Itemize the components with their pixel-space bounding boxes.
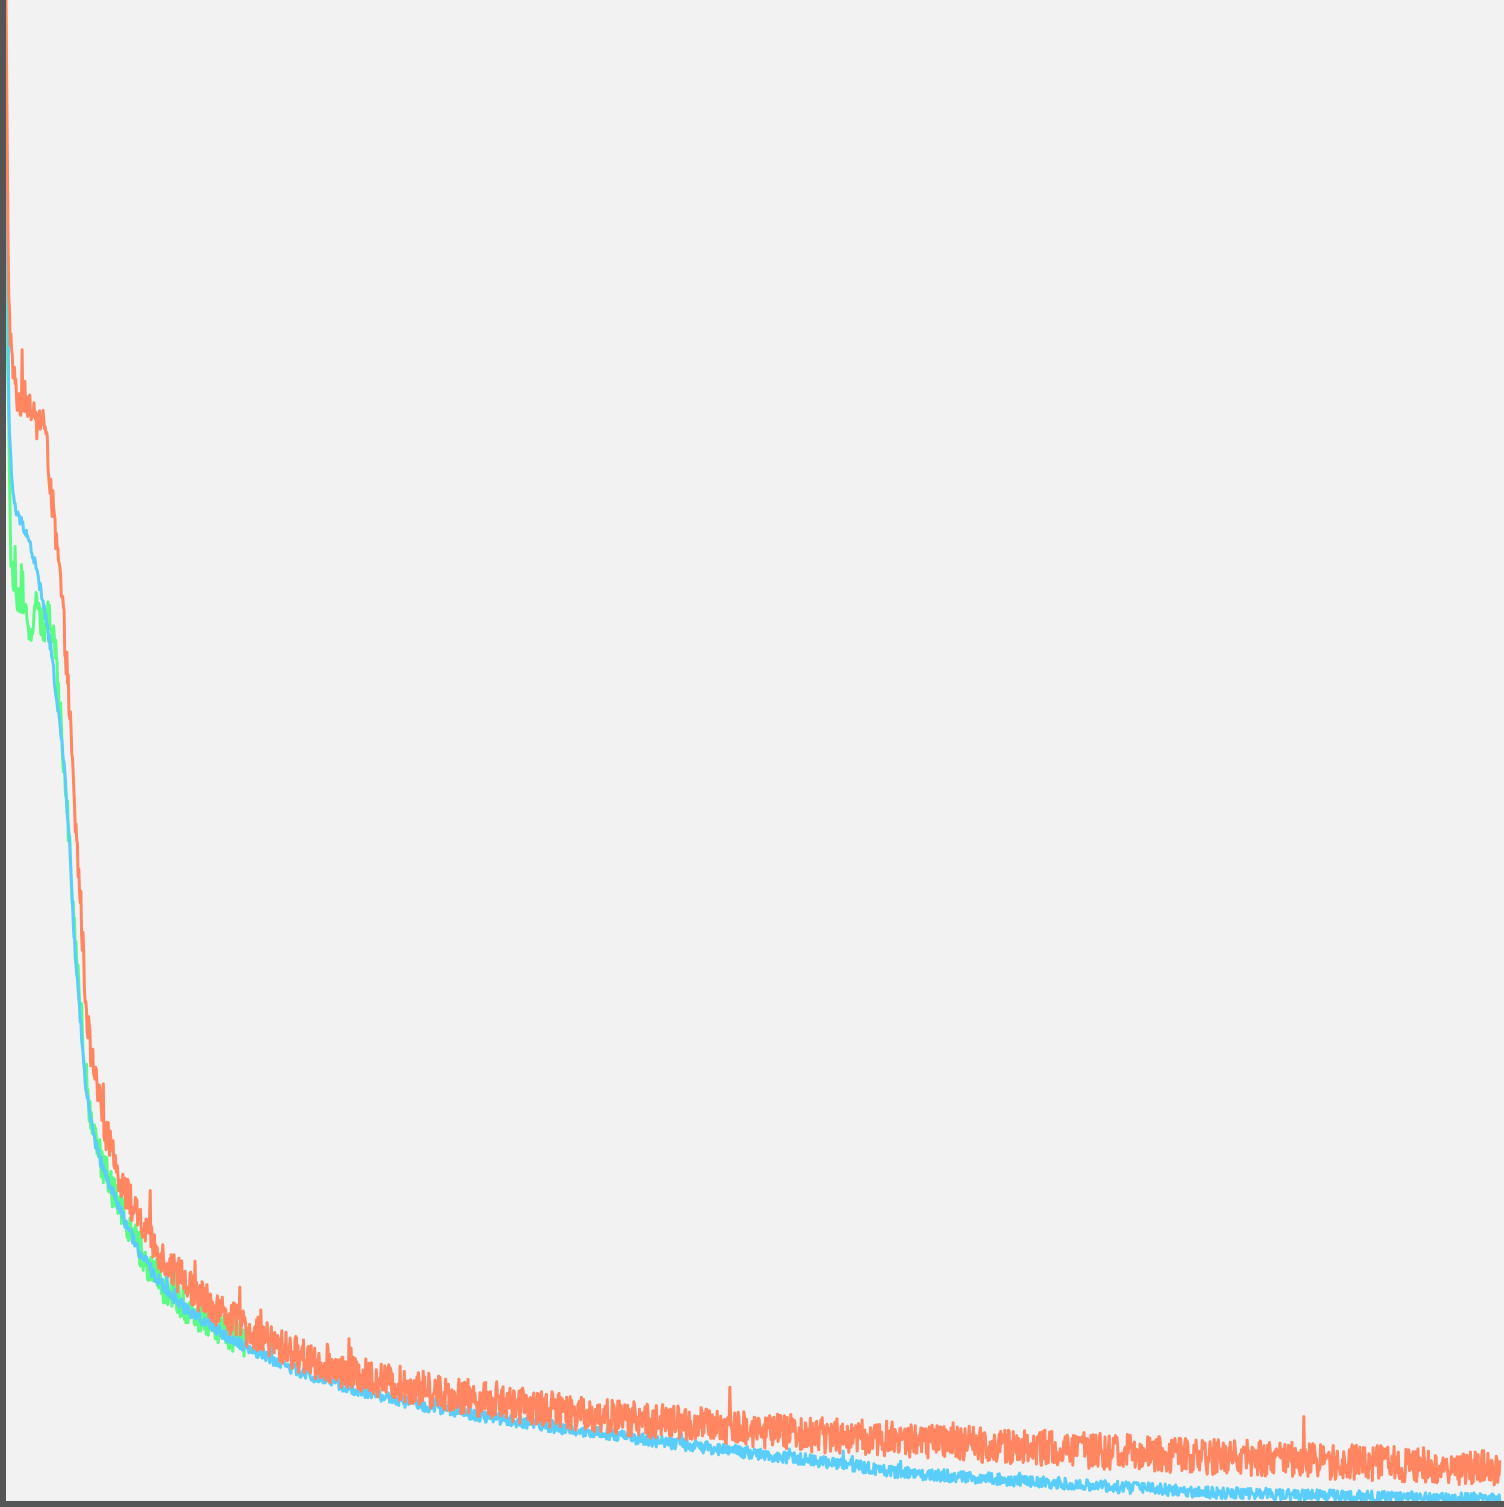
series-line-1 bbox=[4, 0, 1502, 1487]
series-layer bbox=[4, 0, 1502, 1503]
